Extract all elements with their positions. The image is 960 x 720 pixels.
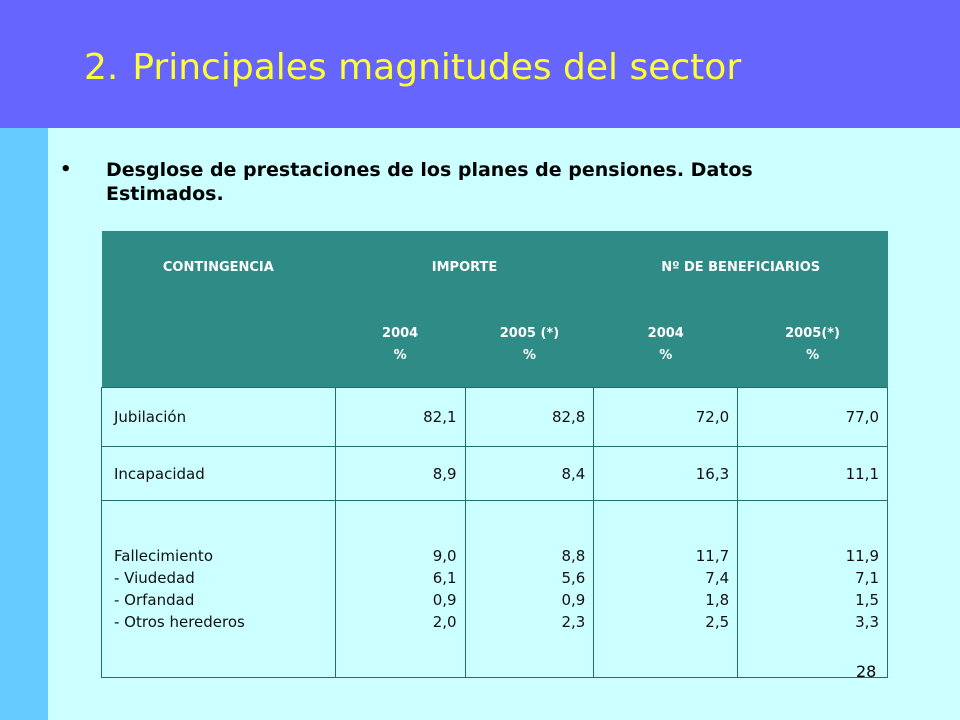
cell-value-group: 8,8 5,6 0,9 2,3 (464, 500, 595, 678)
cell-value: 11,7 (695, 547, 730, 565)
subheader-year: 2005 (*) (499, 326, 560, 341)
row-sublabel: - Viudedad (114, 569, 195, 587)
subheader-importe-2004: 2004 % (335, 303, 466, 388)
cell-value: 9,0 (432, 547, 457, 565)
cell-value: 2,5 (705, 613, 730, 631)
cell-value: 82,8 (464, 387, 595, 447)
bullet-item: • Desglose de prestaciones de los planes… (60, 158, 840, 206)
cell-value: 5,6 (561, 569, 586, 587)
benefits-table: CONTINGENCIA IMPORTE Nº DE BENEFICIARIOS… (101, 231, 888, 678)
subheader-unit: % (659, 348, 673, 363)
cell-value: 11,1 (737, 446, 888, 501)
subheader-beneficiarios-2004: 2004 % (593, 303, 738, 388)
table-row: Jubilación 82,1 82,8 72,0 77,0 (101, 387, 888, 447)
cell-value: 3,3 (855, 613, 879, 631)
bullet-text: Desglose de prestaciones de los planes d… (106, 159, 753, 205)
subheader-beneficiarios-2005: 2005(*) % (737, 303, 888, 388)
table-row: Incapacidad 8,9 8,4 16,3 11,1 (101, 446, 888, 501)
row-sublabel: - Otros herederos (114, 613, 245, 631)
cell-value: 7,1 (855, 569, 879, 587)
cell-value: 8,8 (561, 547, 586, 565)
subheader-year: 2004 (382, 326, 419, 341)
page-number: 28 (856, 662, 877, 681)
subheader-year: 2004 (647, 326, 684, 341)
slide-title-text: Principales magnitudes del sector (132, 47, 742, 88)
subheader-unit: % (393, 348, 407, 363)
slide-title: 2. Principales magnitudes del sector (84, 46, 741, 90)
row-label: Incapacidad (101, 446, 336, 501)
cell-value: 77,0 (737, 387, 888, 447)
row-label-group: Fallecimiento - Viudedad - Orfandad - Ot… (101, 500, 336, 678)
cell-value: 1,8 (705, 591, 730, 609)
cell-value: 1,5 (855, 591, 879, 609)
slide-section-number: 2. (84, 47, 119, 88)
cell-value-group: 11,9 7,1 1,5 3,3 (737, 500, 888, 678)
cell-value-group: 9,0 6,1 0,9 2,0 (334, 500, 466, 678)
cell-value: 6,1 (432, 569, 457, 587)
cell-value: 2,3 (561, 613, 586, 631)
header-beneficiarios: Nº DE BENEFICIARIOS (593, 231, 888, 303)
cell-value: 2,0 (432, 613, 457, 631)
header-importe: IMPORTE (335, 231, 594, 303)
subheader-importe-2005: 2005 (*) % (465, 303, 594, 388)
table-subheader-row: 2004 % 2005 (*) % 2004 % 2005(*) % (101, 303, 888, 388)
cell-value: 0,9 (561, 591, 586, 609)
table-row: Fallecimiento - Viudedad - Orfandad - Ot… (101, 500, 888, 678)
cell-value: 7,4 (705, 569, 730, 587)
cell-value: 11,9 (845, 547, 879, 565)
row-label: Jubilación (101, 387, 336, 447)
cell-value: 72,0 (593, 387, 739, 447)
subheader-year: 2005(*) (785, 326, 841, 341)
row-sublabel: - Orfandad (114, 591, 195, 609)
subheader-unit: % (806, 348, 820, 363)
cell-value-group: 11,7 7,4 1,8 2,5 (593, 500, 739, 678)
cell-value: 82,1 (334, 387, 466, 447)
cell-value: 0,9 (432, 591, 457, 609)
table-header-row: CONTINGENCIA IMPORTE Nº DE BENEFICIARIOS (101, 231, 888, 303)
subheader-unit: % (522, 348, 536, 363)
row-label: Fallecimiento (114, 547, 213, 565)
cell-value: 8,4 (464, 446, 595, 501)
bullet-dot-icon: • (60, 159, 72, 180)
subheader-empty (101, 303, 336, 388)
cell-value: 8,9 (334, 446, 466, 501)
left-accent-strip (0, 128, 48, 720)
header-contingencia: CONTINGENCIA (101, 231, 336, 303)
header-band (0, 0, 960, 128)
cell-value: 16,3 (593, 446, 739, 501)
